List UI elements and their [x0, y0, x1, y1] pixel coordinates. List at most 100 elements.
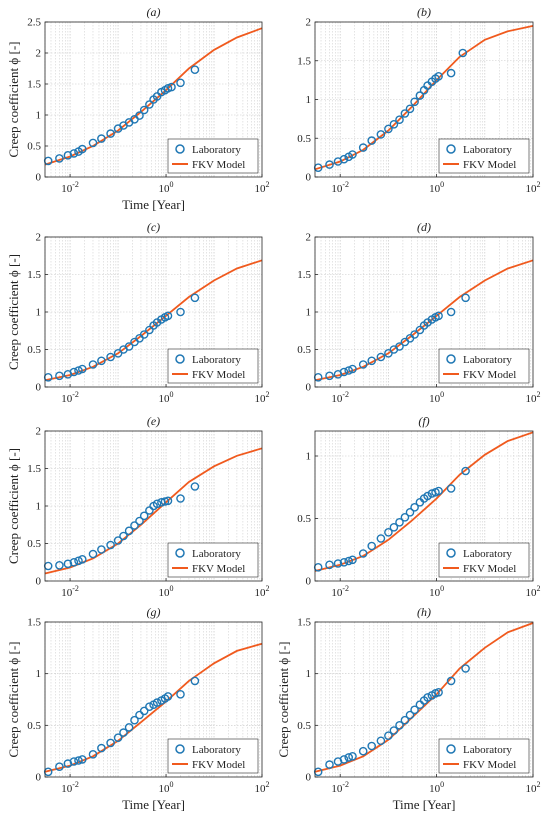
- x-axis-label: Time [Year]: [122, 197, 185, 212]
- chart-panel-b: 0 0.5 1 1.5 2 10-2 100 102 (b) Laboratory FKV Mode…: [297, 5, 540, 195]
- data-point-laboratory: [78, 755, 87, 764]
- data-point-laboratory: [106, 738, 115, 748]
- data-point-laboratory: [367, 356, 377, 366]
- data-point-laboratory: [97, 134, 106, 143]
- y-tick-label: 0.5: [297, 133, 311, 145]
- chart-panel-d: 0 0.5 1 1.5 2 10-2 100 102 (d) Laboratory FKV Mode…: [297, 220, 540, 405]
- y-tick-label: 0.5: [297, 720, 311, 732]
- data-point-laboratory: [176, 494, 185, 503]
- legend: Laboratory FKV Model: [438, 348, 530, 384]
- y-axis-label: Creep coefficient ϕ [-]: [6, 254, 21, 370]
- data-point-laboratory: [461, 466, 470, 476]
- y-axis-label: Creep coefficient ϕ [-]: [276, 642, 291, 758]
- y-tick-label: 1: [306, 451, 312, 463]
- y-tick-label: 1: [306, 668, 312, 680]
- legend-label-laboratory: Laboratory: [463, 354, 512, 366]
- data-point-laboratory: [97, 356, 106, 366]
- data-point-laboratory: [69, 367, 79, 377]
- data-point-laboratory: [325, 560, 334, 570]
- data-point-laboratory: [410, 502, 419, 512]
- data-point-laboratory: [339, 154, 349, 164]
- data-point-laboratory: [339, 367, 349, 377]
- y-tick-label: 2: [36, 426, 42, 438]
- data-point-laboratory: [55, 154, 64, 163]
- x-tick-label: 102: [255, 180, 270, 195]
- series-laboratory: [313, 293, 470, 382]
- chart-panel-a: 0 0.5 1 1.5 2 2.5 10-2 100 102 (a) Creep coefficie…: [6, 5, 270, 212]
- y-tick-label: 0: [306, 382, 312, 394]
- data-point-laboratory: [145, 100, 154, 109]
- y-tick-label: 2: [36, 232, 42, 244]
- legend-marker-laboratory: [175, 744, 185, 754]
- legend-marker-laboratory: [175, 144, 185, 154]
- y-tick-label: 0: [36, 576, 42, 588]
- data-point-laboratory: [344, 753, 354, 762]
- y-tick-label: 0.5: [297, 344, 311, 356]
- x-tick-label: 102: [526, 780, 541, 795]
- data-point-laboratory: [176, 78, 185, 88]
- data-point-laboratory: [124, 526, 134, 536]
- legend-marker-laboratory: [446, 144, 456, 154]
- data-point-laboratory: [163, 496, 173, 506]
- data-point-laboratory: [113, 536, 123, 545]
- legend-marker-laboratory: [446, 354, 456, 364]
- data-point-laboratory: [88, 138, 98, 148]
- data-point-laboratory: [176, 307, 185, 317]
- data-point-laboratory: [384, 731, 393, 741]
- chart-panel-g: 0 0.5 1 1.5 10-2 100 102 (g) Creep coefficient ϕ…: [6, 605, 270, 812]
- x-tick-label: 100: [429, 180, 444, 195]
- data-point-laboratory: [97, 743, 106, 753]
- x-tick-label: 102: [255, 780, 270, 795]
- legend: Laboratory FKV Model: [438, 738, 530, 774]
- data-point-laboratory: [43, 561, 53, 571]
- chart-panel-h: 0 0.5 1 1.5 10-2 100 102 (h) Creep coefficient ϕ…: [276, 605, 541, 812]
- y-tick-label: 1: [306, 307, 312, 319]
- legend: Laboratory FKV Model: [438, 138, 530, 174]
- data-point-laboratory: [405, 710, 415, 720]
- chart-panel-f: 0 0.5 1 10-2 100 102 (f) Laboratory FKV Model: [297, 414, 540, 599]
- x-tick-label: 102: [255, 390, 270, 405]
- y-tick-label: 0: [306, 772, 312, 784]
- data-point-laboratory: [124, 723, 134, 732]
- legend-label-laboratory: Laboratory: [192, 548, 241, 560]
- data-point-laboratory: [458, 48, 468, 58]
- legend-label-fkv-model: FKV Model: [463, 563, 516, 575]
- x-axis-label: Time [Year]: [122, 797, 185, 812]
- x-tick-label: 102: [255, 584, 270, 599]
- data-point-laboratory: [190, 482, 200, 491]
- data-point-laboratory: [434, 311, 443, 321]
- data-point-laboratory: [88, 750, 98, 759]
- x-tick-label: 102: [526, 584, 541, 599]
- y-tick-label: 2: [306, 232, 312, 244]
- data-point-laboratory: [124, 342, 134, 351]
- legend-marker-laboratory: [175, 548, 185, 558]
- x-tick-label: 10-2: [331, 780, 349, 795]
- chart-panel-c: 0 0.5 1 1.5 2 10-2 100 102 (c) Creep coefficient …: [6, 220, 270, 405]
- y-tick-label: 1.5: [297, 617, 311, 629]
- legend-label-fkv-model: FKV Model: [463, 159, 516, 171]
- grid: [44, 430, 262, 582]
- axes-box: [314, 430, 534, 582]
- legend: Laboratory FKV Model: [167, 738, 259, 774]
- data-point-laboratory: [376, 130, 386, 139]
- panel-title: (e): [147, 414, 160, 428]
- data-point-laboratory: [74, 756, 83, 765]
- data-point-laboratory: [367, 541, 377, 551]
- data-point-laboratory: [63, 150, 73, 160]
- series-laboratory: [313, 664, 470, 777]
- data-point-laboratory: [152, 92, 162, 101]
- legend-box: [167, 348, 259, 384]
- legend-label-laboratory: Laboratory: [463, 144, 512, 156]
- data-point-laboratory: [400, 715, 410, 725]
- legend-label-laboratory: Laboratory: [192, 744, 241, 756]
- data-point-laboratory: [461, 664, 470, 673]
- legend-box: [167, 542, 259, 578]
- data-point-laboratory: [395, 518, 404, 527]
- series-laboratory: [43, 482, 200, 571]
- axes-box: [314, 621, 534, 778]
- data-point-laboratory: [190, 293, 200, 303]
- legend-marker-laboratory: [175, 354, 185, 364]
- legend-marker-laboratory: [446, 548, 456, 558]
- series-line-fkv-model: [314, 622, 534, 773]
- legend-marker-laboratory: [446, 744, 456, 754]
